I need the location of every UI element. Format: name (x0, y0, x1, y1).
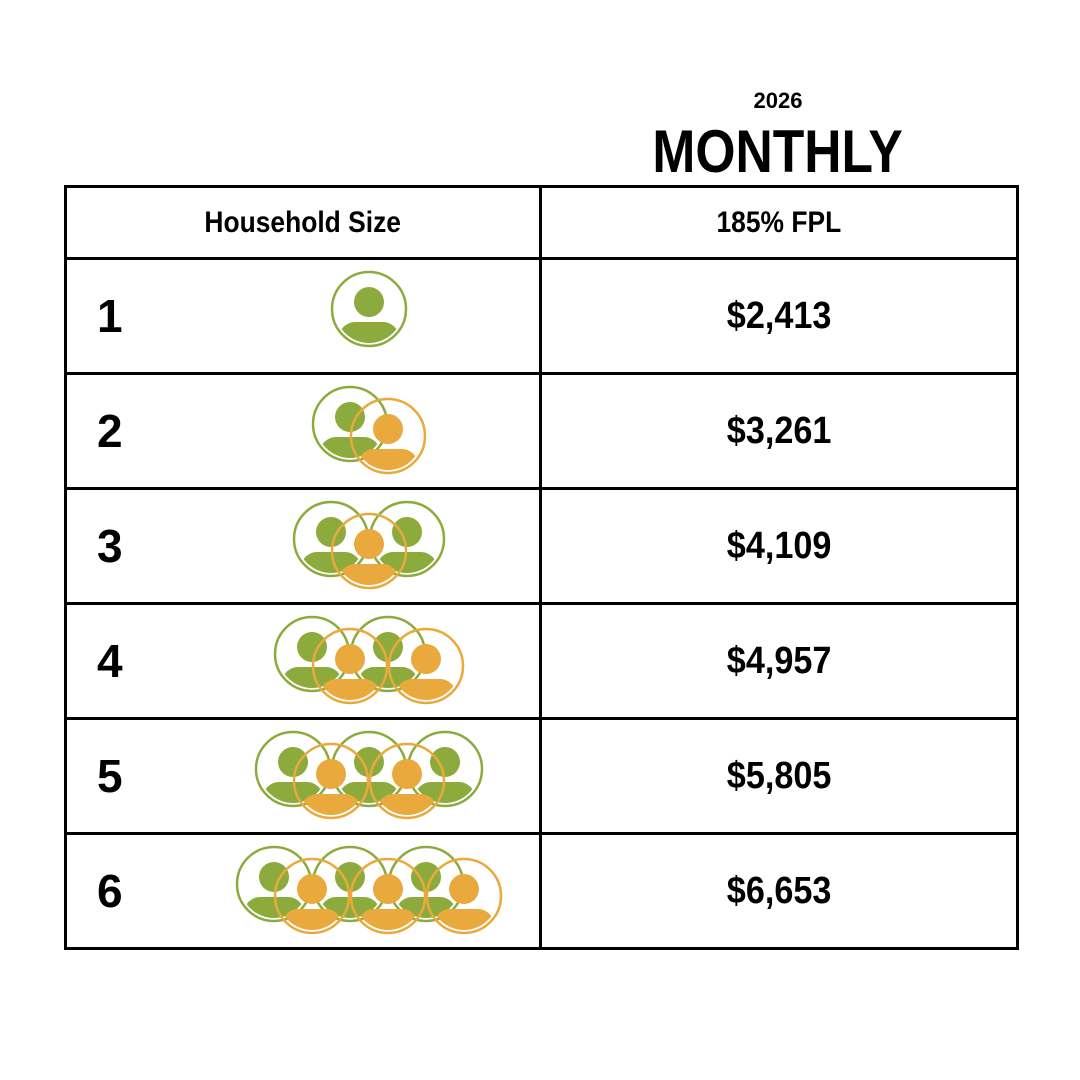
household-size-number: 4 (97, 635, 123, 687)
fpl-value: $4,957 (726, 639, 832, 682)
household-size-cell: 1 (64, 257, 542, 375)
person-icon-orange (273, 857, 351, 935)
fpl-value: $2,413 (726, 294, 832, 337)
table-row: 1 $2,413 (64, 257, 1019, 375)
person-icon-orange (292, 742, 370, 820)
person-icon-green (330, 270, 408, 348)
table-row: 3 $4,109 (64, 487, 1019, 605)
table-row: 5 $5,805 (64, 717, 1019, 835)
household-size-number: 6 (97, 865, 123, 917)
fpl-value: $4,109 (726, 524, 832, 567)
person-icon-orange (330, 512, 408, 590)
table-header-row: Household Size 185% FPL (64, 185, 1019, 260)
column-header-fpl: 185% FPL (539, 185, 1019, 260)
fpl-value-cell: $4,957 (539, 602, 1019, 720)
table-row: 6 $6,653 (64, 832, 1019, 950)
person-icon-orange (349, 857, 427, 935)
year-label: 2026 (753, 88, 803, 113)
household-icons-svg (235, 845, 503, 935)
person-icon-orange (387, 627, 465, 705)
household-icons-svg (330, 270, 408, 348)
table-row: 4 $4,957 (64, 602, 1019, 720)
fpl-table: Household Size 185% FPL 1 $2,413 2 $3,261 3 $… (64, 185, 1019, 950)
household-icons (157, 500, 447, 591)
table-body: 1 $2,413 2 $3,261 3 $4,109 4 $4,957 5 $5,805 6 $6,6… (64, 257, 1019, 950)
household-size-cell: 2 (64, 372, 542, 490)
person-icon-orange (311, 627, 389, 705)
household-size-number: 5 (97, 750, 123, 802)
household-size-number: 3 (97, 520, 123, 572)
household-size-cell: 6 (64, 832, 542, 950)
column-header-household-size: Household Size (64, 185, 542, 260)
household-size-cell: 5 (64, 717, 542, 835)
household-size-cell: 3 (64, 487, 542, 605)
person-icon-green (292, 500, 370, 578)
household-icons (157, 845, 503, 936)
household-icons (157, 385, 447, 476)
table-row: 2 $3,261 (64, 372, 1019, 490)
person-icon-orange (368, 742, 446, 820)
page-title-text: MONTHLY (652, 118, 904, 185)
household-icons (157, 730, 484, 821)
household-size-cell: 4 (64, 602, 542, 720)
household-icons-svg (254, 730, 484, 820)
person-icon-orange (425, 857, 503, 935)
household-icons-svg (273, 615, 465, 705)
household-size-number: 2 (97, 405, 123, 457)
fpl-value-cell: $5,805 (539, 717, 1019, 835)
household-icons (157, 615, 465, 706)
fpl-value-cell: $3,261 (539, 372, 1019, 490)
fpl-value: $3,261 (726, 409, 832, 452)
page-title: MONTHLY (540, 120, 1016, 184)
fpl-value: $5,805 (726, 754, 832, 797)
fpl-value: $6,653 (726, 869, 832, 912)
fpl-value-cell: $4,109 (539, 487, 1019, 605)
person-icon-green (368, 500, 446, 578)
person-icon-green (311, 385, 389, 463)
fpl-value-cell: $2,413 (539, 257, 1019, 375)
household-icons-svg (311, 385, 427, 475)
household-icons (157, 270, 447, 361)
fpl-value-cell: $6,653 (539, 832, 1019, 950)
household-icons-svg (292, 500, 446, 590)
household-size-number: 1 (97, 290, 123, 342)
person-icon-orange (349, 397, 427, 475)
